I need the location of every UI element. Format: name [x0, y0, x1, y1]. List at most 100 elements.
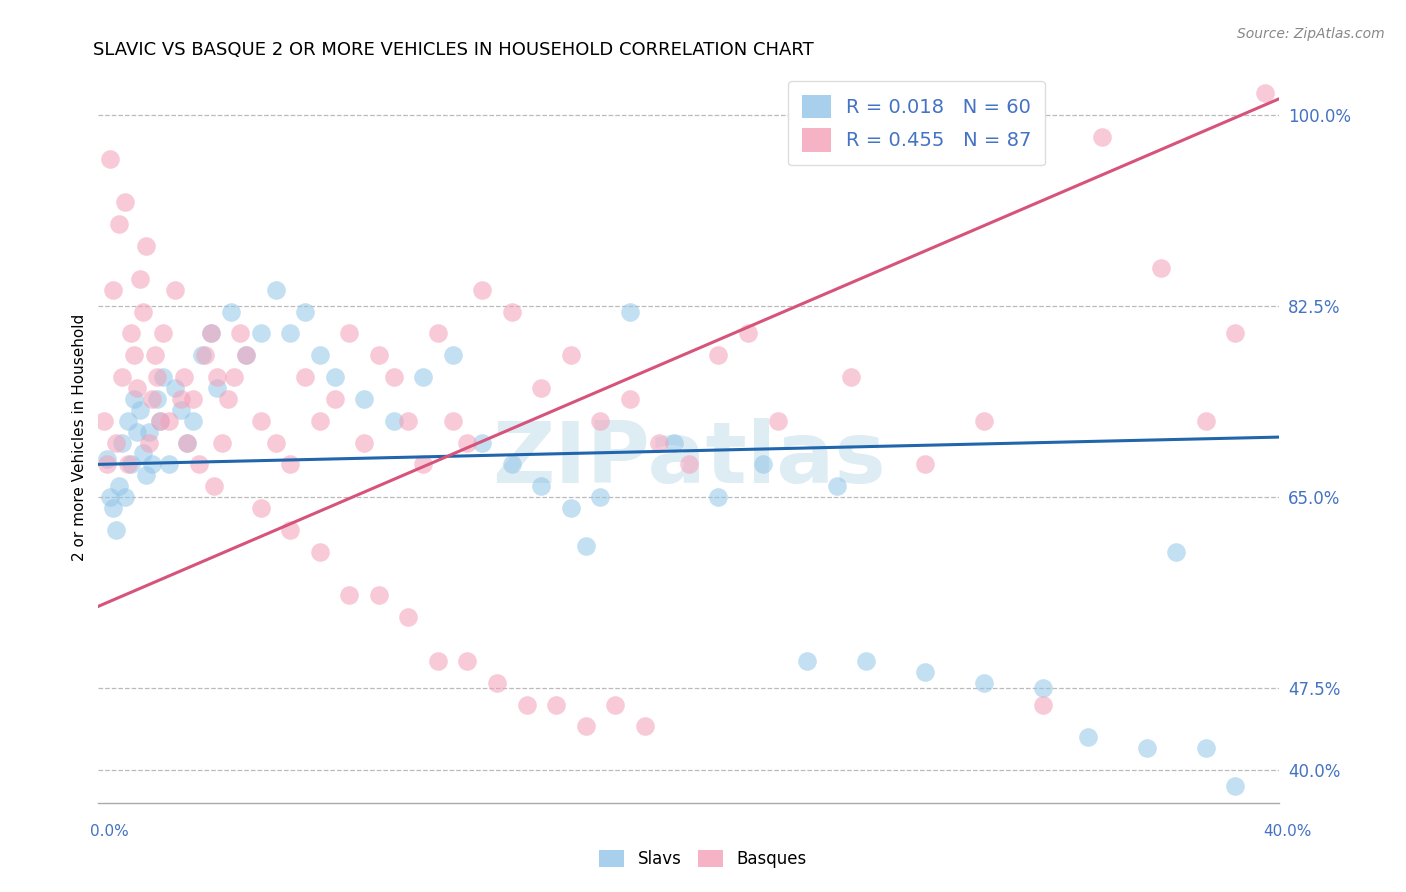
Point	[441, 414, 464, 428]
Point	[1136, 741, 1159, 756]
Point	[114, 490, 136, 504]
Point	[250, 326, 273, 341]
Point	[412, 370, 434, 384]
Point	[1150, 260, 1173, 275]
Point	[589, 414, 612, 428]
Point	[855, 654, 877, 668]
Point	[1077, 731, 1099, 745]
Point	[575, 539, 598, 553]
Point	[250, 501, 273, 516]
Point	[382, 414, 405, 428]
Point	[368, 348, 391, 362]
Point	[398, 414, 420, 428]
Point	[205, 370, 228, 384]
Point	[280, 523, 302, 537]
Point	[128, 402, 150, 417]
Point	[149, 414, 172, 428]
Point	[138, 435, 160, 450]
Point	[105, 435, 128, 450]
Point	[103, 501, 125, 516]
Point	[235, 348, 257, 362]
Point	[114, 195, 136, 210]
Point	[98, 490, 121, 504]
Point	[181, 414, 204, 428]
Point	[217, 392, 239, 406]
Text: 0.0%: 0.0%	[90, 824, 129, 838]
Point	[707, 348, 730, 362]
Point	[200, 326, 222, 341]
Point	[294, 304, 316, 318]
Point	[264, 283, 287, 297]
Point	[149, 414, 172, 428]
Point	[457, 435, 479, 450]
Point	[707, 490, 730, 504]
Point	[141, 392, 163, 406]
Point	[1032, 698, 1054, 712]
Point	[634, 719, 657, 733]
Point	[187, 458, 209, 472]
Point	[1225, 780, 1247, 794]
Point	[353, 435, 375, 450]
Point	[96, 451, 118, 466]
Point	[122, 348, 145, 362]
Point	[141, 458, 163, 472]
Point	[501, 458, 523, 472]
Point	[152, 370, 174, 384]
Point	[132, 446, 155, 460]
Point	[664, 435, 686, 450]
Point	[678, 458, 700, 472]
Point	[111, 370, 134, 384]
Point	[796, 108, 818, 122]
Point	[309, 348, 332, 362]
Point	[122, 392, 145, 406]
Point	[96, 458, 118, 472]
Point	[111, 435, 134, 450]
Point	[486, 675, 509, 690]
Point	[194, 348, 217, 362]
Point	[120, 326, 142, 341]
Point	[211, 435, 233, 450]
Point	[1032, 681, 1054, 695]
Point	[125, 425, 148, 439]
Point	[441, 348, 464, 362]
Point	[427, 654, 450, 668]
Point	[516, 698, 538, 712]
Point	[173, 370, 195, 384]
Point	[1195, 741, 1218, 756]
Point	[796, 654, 818, 668]
Point	[619, 392, 641, 406]
Point	[752, 458, 775, 472]
Point	[221, 304, 243, 318]
Point	[382, 370, 405, 384]
Y-axis label: 2 or more Vehicles in Household: 2 or more Vehicles in Household	[72, 313, 87, 561]
Point	[1225, 326, 1247, 341]
Point	[157, 458, 180, 472]
Point	[132, 304, 155, 318]
Point	[128, 272, 150, 286]
Point	[170, 402, 193, 417]
Point	[181, 392, 204, 406]
Point	[280, 326, 302, 341]
Point	[737, 326, 759, 341]
Point	[135, 239, 157, 253]
Point	[471, 283, 494, 297]
Point	[125, 381, 148, 395]
Point	[250, 414, 273, 428]
Point	[294, 370, 316, 384]
Point	[235, 348, 257, 362]
Point	[117, 458, 139, 472]
Point	[973, 675, 995, 690]
Point	[560, 501, 582, 516]
Point	[323, 392, 346, 406]
Point	[191, 348, 214, 362]
Point	[766, 414, 789, 428]
Point	[914, 665, 936, 679]
Point	[914, 458, 936, 472]
Point	[200, 326, 222, 341]
Point	[605, 698, 627, 712]
Point	[1254, 86, 1277, 100]
Point	[398, 610, 420, 624]
Point	[471, 435, 494, 450]
Point	[170, 392, 193, 406]
Point	[103, 283, 125, 297]
